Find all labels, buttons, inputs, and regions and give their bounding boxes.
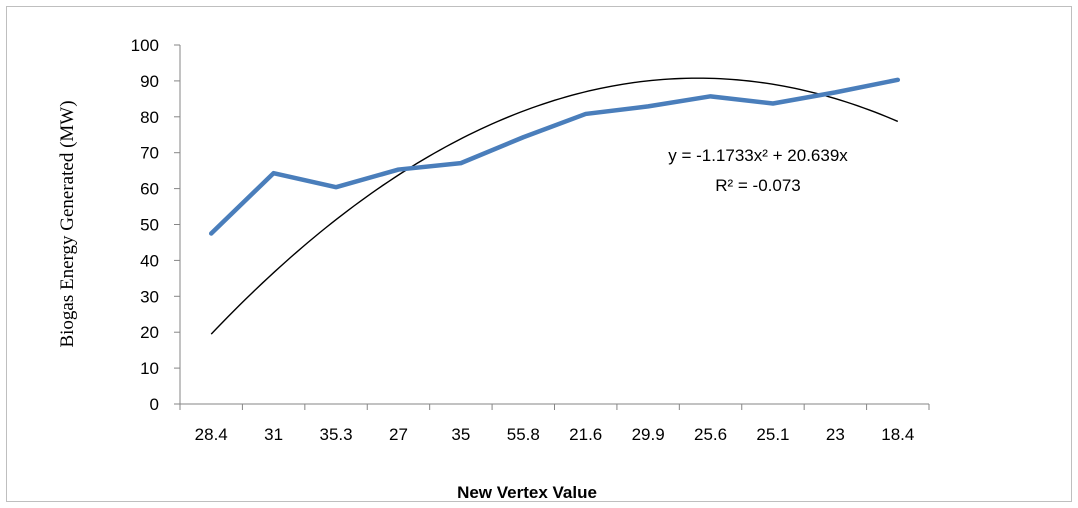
x-tick-label: 35: [451, 425, 470, 444]
trendline-r2: R² = -0.073: [715, 176, 801, 195]
y-tick-label: 50: [140, 216, 159, 235]
x-tick-label: 25.6: [694, 425, 727, 444]
y-tick-label: 100: [131, 36, 159, 55]
x-tick-label: 35.3: [319, 425, 352, 444]
x-tick-label: 55.8: [507, 425, 540, 444]
trendline-equation: y = -1.1733x² + 20.639x: [668, 146, 848, 165]
x-tick-label: 23: [826, 425, 845, 444]
y-tick-label: 60: [140, 180, 159, 199]
x-tick-label: 28.4: [195, 425, 228, 444]
y-tick-label: 90: [140, 72, 159, 91]
y-tick-label: 70: [140, 144, 159, 163]
x-tick-label: 31: [264, 425, 283, 444]
y-tick-label: 0: [150, 395, 159, 414]
x-tick-label: 27: [389, 425, 408, 444]
x-tick-label: 25.1: [756, 425, 789, 444]
y-axis: 0 10 20 30 40 50 60 70 80 90 100: [131, 36, 181, 414]
y-tick-label: 10: [140, 359, 159, 378]
y-axis-title: Biogas Energy Generated (MW): [57, 100, 78, 347]
x-tick-label: 21.6: [569, 425, 602, 444]
y-tick-label: 40: [140, 251, 159, 270]
y-tick-label: 30: [140, 287, 159, 306]
x-tick-label: 18.4: [881, 425, 914, 444]
trendline-path: [210, 77, 899, 335]
y-tick-label: 20: [140, 323, 159, 342]
x-axis: 28.4 31 35.3 27 35 55.8 21.6 29.9 25.6 25.1 23 18.4: [179, 403, 930, 444]
y-tick-label: 80: [140, 108, 159, 127]
x-axis-title: New Vertex Value: [457, 483, 597, 502]
trendline: [210, 77, 899, 335]
series-line: [208, 77, 901, 236]
chart-frame: [6, 6, 1072, 502]
series-layer: [208, 77, 901, 236]
x-tick-label: 29.9: [632, 425, 665, 444]
